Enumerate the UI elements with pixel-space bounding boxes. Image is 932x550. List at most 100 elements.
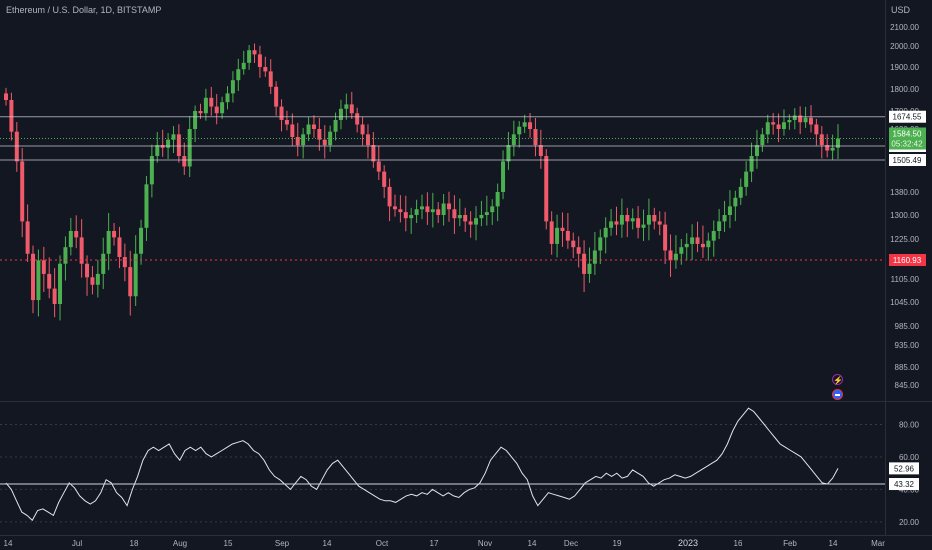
candle-body: [727, 206, 732, 215]
time-tick-label: Aug: [173, 539, 187, 548]
candle-body: [14, 131, 19, 162]
price-line-label: 1674.55: [893, 113, 922, 122]
candle-body: [74, 231, 79, 238]
candle-body: [133, 253, 138, 297]
candle-body: [144, 184, 149, 228]
time-tick-label: 14: [4, 539, 13, 548]
time-tick-label: Oct: [376, 539, 389, 548]
candle-body: [533, 129, 538, 146]
candle-body: [501, 161, 506, 192]
candle-body: [641, 224, 646, 228]
candle-body: [749, 156, 754, 172]
candle-body: [112, 231, 117, 238]
candle-body: [484, 212, 489, 215]
candle-body: [322, 139, 327, 146]
time-tick-label: Mar: [871, 539, 885, 548]
candle-body: [274, 86, 279, 107]
candle-body: [122, 257, 127, 268]
candle-body: [646, 215, 651, 225]
candle-body: [9, 100, 14, 132]
candle-body: [420, 206, 424, 210]
time-tick-label: 14: [528, 539, 537, 548]
candle-body: [571, 240, 576, 248]
time-tick-label: 18: [130, 539, 139, 548]
candle-body: [225, 93, 230, 103]
candle-body: [252, 50, 257, 55]
candle-body: [684, 243, 689, 248]
candle-body: [522, 122, 527, 127]
candle-body: [317, 129, 322, 140]
candle-body: [25, 221, 30, 254]
candle-body: [706, 240, 711, 248]
indicator-value-label: 52.96: [894, 464, 915, 473]
candle-body: [582, 253, 587, 274]
candle-body: [836, 138, 840, 148]
candle-body: [544, 156, 549, 222]
candle-body: [430, 209, 435, 213]
candle-body: [36, 260, 41, 301]
candle-body: [808, 117, 813, 125]
lightning-icon[interactable]: ⚡: [832, 374, 843, 385]
candle-body: [41, 260, 46, 274]
candle-body: [284, 120, 289, 125]
candle-body: [765, 122, 770, 135]
pane-separator[interactable]: [0, 401, 932, 402]
candle-body: [58, 263, 63, 304]
chart-title: Ethereum / U.S. Dollar, 1D, BITSTAMP: [6, 5, 162, 15]
us-flag-icon[interactable]: [832, 389, 843, 400]
candle-body: [85, 263, 90, 278]
candle-body: [4, 93, 8, 100]
candle-body: [290, 124, 295, 138]
candle-body: [463, 215, 468, 222]
candle-body: [760, 134, 765, 146]
price-tick-label: 1380.00: [890, 188, 919, 197]
candle-body: [31, 253, 36, 301]
price-line-label-box: [889, 154, 926, 166]
candle-body: [95, 273, 100, 285]
price-tick-label: 1900.00: [890, 63, 919, 72]
candle-body: [576, 247, 581, 254]
indicator-tick-label: 20.00: [899, 518, 920, 527]
time-tick-label: Dec: [564, 539, 578, 548]
candle-body: [295, 137, 300, 146]
candle-body: [139, 227, 144, 254]
price-tick-label: 2100.00: [890, 23, 919, 32]
candle-body: [344, 104, 349, 109]
candle-body: [592, 250, 597, 264]
indicator-line: [5, 407, 839, 522]
candle-body: [106, 231, 111, 254]
candle-body: [387, 186, 392, 207]
candle-body: [149, 156, 154, 185]
time-tick-label: Feb: [783, 539, 797, 548]
countdown-label: 05:32:42: [891, 139, 923, 148]
time-tick-label: 14: [829, 539, 838, 548]
candle-body: [825, 145, 830, 151]
candle-body: [441, 203, 446, 215]
candle-body: [311, 124, 316, 129]
price-tick-label: 1225.00: [890, 235, 919, 244]
candle-body: [814, 124, 819, 135]
candle-body: [495, 192, 500, 207]
candle-body: [403, 212, 408, 219]
candle-body: [128, 267, 133, 297]
price-tick-label: 1045.00: [890, 298, 919, 307]
candle-body: [603, 227, 608, 238]
candle-body: [182, 156, 187, 167]
indicator-value-box: [889, 478, 919, 491]
last-price-box: [889, 127, 926, 150]
candle-body: [382, 171, 387, 187]
candle-body: [436, 209, 441, 215]
candle-body: [214, 106, 219, 114]
candle-body: [738, 186, 743, 198]
candle-body: [360, 124, 365, 135]
candle-body: [355, 113, 360, 125]
candle-body: [528, 122, 533, 129]
time-tick-label: Nov: [478, 539, 492, 548]
time-axis-separator: [0, 535, 932, 536]
candle-body: [101, 253, 106, 274]
candle-body: [155, 145, 160, 157]
price-line-label: 1505.49: [893, 156, 922, 165]
candle-body: [209, 97, 214, 107]
candle-body: [425, 206, 430, 213]
